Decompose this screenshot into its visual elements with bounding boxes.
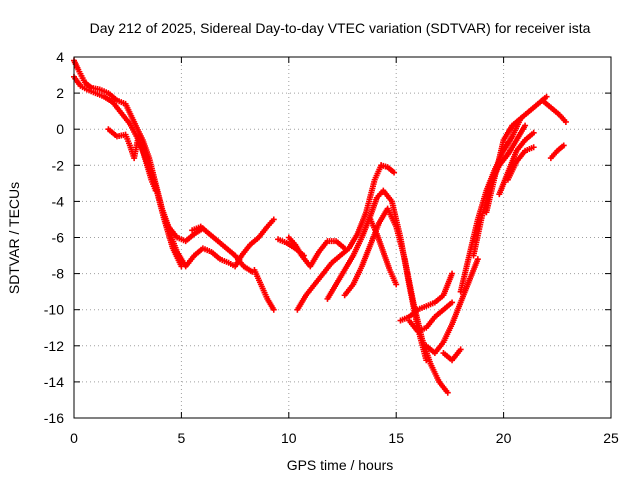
series-track-16 (423, 256, 481, 357)
y-axis: -16 -14 -12 -10 -8 -6 -4 -2 0 2 4 (44, 49, 611, 426)
series-track-20 (483, 93, 550, 216)
series-markers (367, 216, 400, 288)
series-markers (163, 216, 277, 270)
y-tick-label: -14 (44, 374, 64, 390)
series-markers (397, 270, 456, 324)
series-markers (251, 266, 277, 313)
y-tick-label: -6 (52, 230, 65, 246)
x-tick-label: 5 (178, 430, 186, 446)
series-track-15 (406, 299, 456, 335)
series-markers (504, 144, 537, 183)
series-track-1 (71, 57, 206, 245)
series-markers (440, 346, 464, 364)
series-markers (378, 162, 398, 176)
x-tick-label: 10 (281, 430, 297, 446)
series-markers (423, 256, 481, 357)
series-markers (324, 187, 430, 364)
series-track-24 (547, 142, 567, 162)
series-markers (496, 129, 537, 198)
chart-title: Day 212 of 2025, Sidereal Day-to-day VTE… (90, 20, 591, 36)
y-tick-label: -8 (52, 266, 65, 282)
series-markers (483, 93, 550, 216)
y-tick-label: -10 (44, 302, 64, 318)
series-track-17 (440, 346, 464, 364)
series-track-10 (378, 162, 398, 176)
series-track-6 (251, 266, 277, 313)
series-markers (547, 142, 567, 162)
y-tick-label: 0 (56, 121, 64, 137)
series-track-4 (163, 216, 277, 270)
y-tick-label: -16 (44, 410, 64, 426)
series-track-3 (105, 126, 159, 194)
x-tick-label: 15 (388, 430, 404, 446)
series-track-14 (397, 270, 456, 324)
series-markers (406, 299, 456, 335)
x-tick-label: 0 (70, 430, 78, 446)
series-track-5 (189, 223, 256, 275)
y-tick-label: -4 (52, 193, 65, 209)
x-axis: 0 5 10 15 20 25 (70, 57, 619, 446)
data-marks (71, 57, 569, 396)
y-tick-label: -12 (44, 338, 64, 354)
x-tick-label: 20 (496, 430, 512, 446)
y-axis-label: SDTVAR / TECUs (6, 182, 22, 294)
series-markers (105, 126, 159, 194)
series-markers (71, 57, 206, 245)
series-track-22 (504, 144, 537, 183)
series-track-21 (496, 129, 537, 198)
series-markers (285, 234, 348, 270)
series-markers (539, 97, 569, 125)
series-track-13 (367, 216, 400, 288)
y-tick-label: 2 (56, 85, 64, 101)
series-track-23 (539, 97, 569, 125)
x-axis-label: GPS time / hours (287, 457, 394, 473)
y-tick-label: 4 (56, 49, 64, 65)
series-track-12 (341, 205, 451, 396)
series-track-8 (285, 234, 348, 270)
series-track-9 (294, 162, 385, 313)
y-tick-label: -2 (52, 157, 65, 173)
series-markers (294, 162, 385, 313)
series-track-11 (324, 187, 430, 364)
x-tick-label: 25 (603, 430, 619, 446)
series-markers (341, 205, 451, 396)
series-markers (189, 223, 256, 275)
